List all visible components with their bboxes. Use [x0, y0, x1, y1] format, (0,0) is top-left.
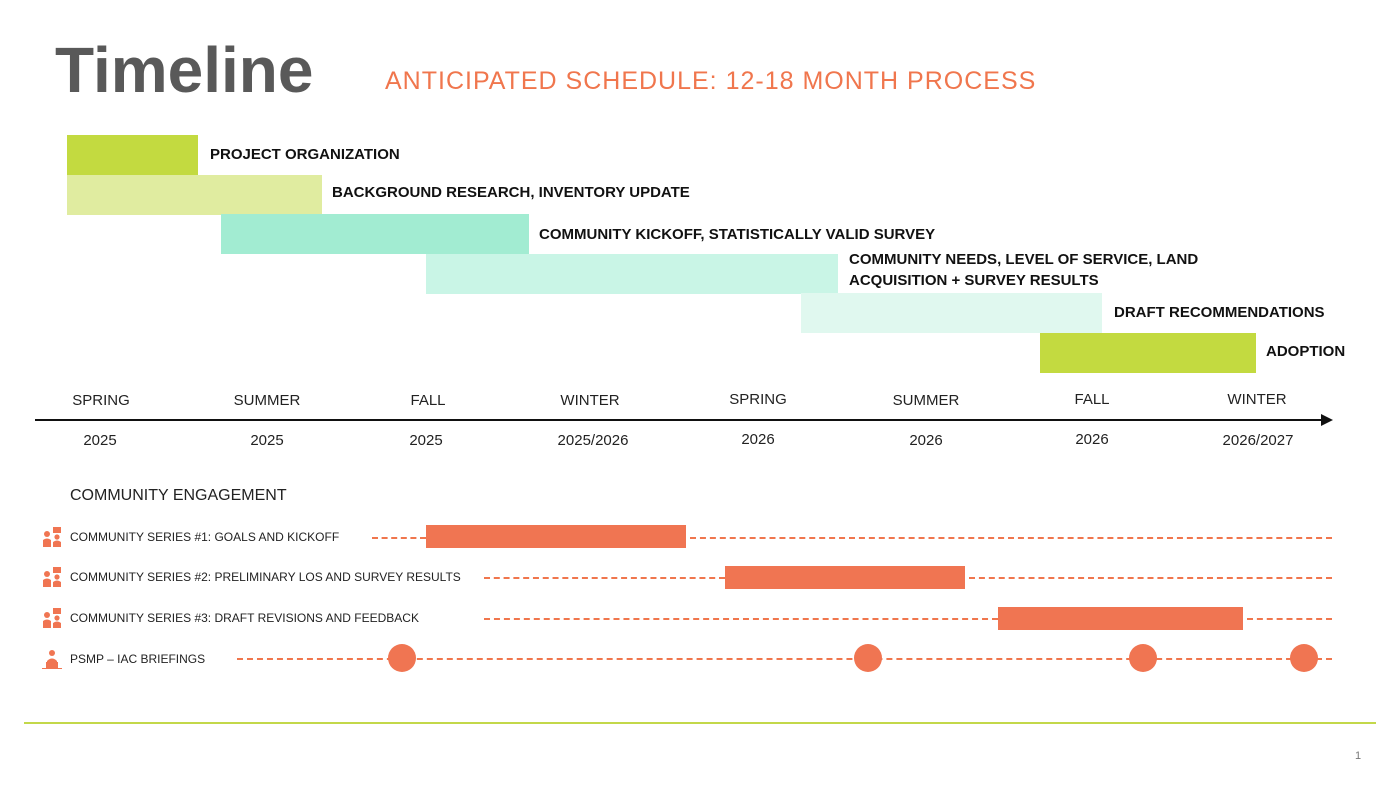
phase-bar-background-research [67, 175, 322, 215]
community-group-icon [43, 608, 61, 628]
engagement-row-label: COMMUNITY SERIES #1: GOALS AND KICKOFF [70, 530, 340, 544]
season-label: SPRING [729, 391, 787, 408]
year-label: 2025 [83, 432, 117, 449]
engagement-dash-line [484, 618, 998, 620]
engagement-dash-line [1247, 618, 1332, 620]
phase-bar-community-needs [426, 254, 838, 294]
season-label: SUMMER [892, 392, 960, 409]
year-label: 2025 [250, 432, 284, 449]
engagement-dash-line [969, 577, 1332, 579]
community-engagement-heading: COMMUNITY ENGAGEMENT [70, 487, 287, 504]
briefing-marker [388, 644, 416, 672]
phase-label: DRAFT RECOMMENDATIONS [1114, 304, 1325, 321]
community-group-icon [43, 567, 61, 587]
engagement-bar-series-2 [725, 566, 965, 589]
engagement-bar-series-3 [998, 607, 1243, 630]
briefing-marker [1290, 644, 1318, 672]
phase-label: COMMUNITY KICKOFF, STATISTICALLY VALID S… [539, 226, 936, 243]
engagement-dash-line [237, 658, 1332, 660]
season-label: FALL [410, 392, 446, 409]
engagement-dash-line [372, 537, 426, 539]
page-title: Timeline [55, 34, 314, 106]
footer-rule [24, 722, 1376, 724]
phase-bar-community-kickoff [221, 214, 529, 254]
phase-bar-draft-recommendations [801, 293, 1102, 333]
community-group-icon [43, 527, 61, 547]
phase-label-line1: COMMUNITY NEEDS, LEVEL OF SERVICE, LAND [849, 251, 1199, 268]
engagement-dash-line [690, 537, 1332, 539]
engagement-bar-series-1 [426, 525, 686, 548]
year-label: 2025/2026 [557, 432, 629, 449]
year-label: 2026 [909, 432, 943, 449]
briefing-marker [854, 644, 882, 672]
year-label: 2025 [409, 432, 443, 449]
season-label: WINTER [560, 392, 620, 409]
season-label: SPRING [72, 392, 130, 409]
phase-label: ADOPTION [1266, 343, 1346, 360]
briefing-marker [1129, 644, 1157, 672]
page-number: 1 [1355, 750, 1362, 762]
phase-label: PROJECT ORGANIZATION [210, 146, 400, 163]
season-label: FALL [1074, 391, 1110, 408]
phase-bar-project-organization [67, 135, 198, 175]
phase-bar-adoption [1040, 333, 1256, 373]
engagement-row-label: COMMUNITY SERIES #3: DRAFT REVISIONS AND… [70, 611, 419, 625]
page-subtitle: ANTICIPATED SCHEDULE: 12-18 MONTH PROCES… [385, 67, 1037, 95]
year-label: 2026 [1075, 431, 1109, 448]
engagement-row-label: PSMP – IAC BRIEFINGS [70, 652, 206, 666]
timeline-axis [35, 419, 1323, 421]
year-label: 2026/2027 [1222, 432, 1294, 449]
axis-arrow-icon [1321, 414, 1333, 426]
season-label: WINTER [1227, 391, 1287, 408]
year-label: 2026 [741, 431, 775, 448]
season-label: SUMMER [233, 392, 301, 409]
engagement-row-label: COMMUNITY SERIES #2: PRELIMINARY LOS AND… [70, 570, 461, 584]
phase-label-line2: ACQUISITION + SURVEY RESULTS [849, 272, 1099, 289]
engagement-dash-line [484, 577, 725, 579]
presenter-icon [42, 650, 62, 669]
phase-label: BACKGROUND RESEARCH, INVENTORY UPDATE [332, 184, 690, 201]
